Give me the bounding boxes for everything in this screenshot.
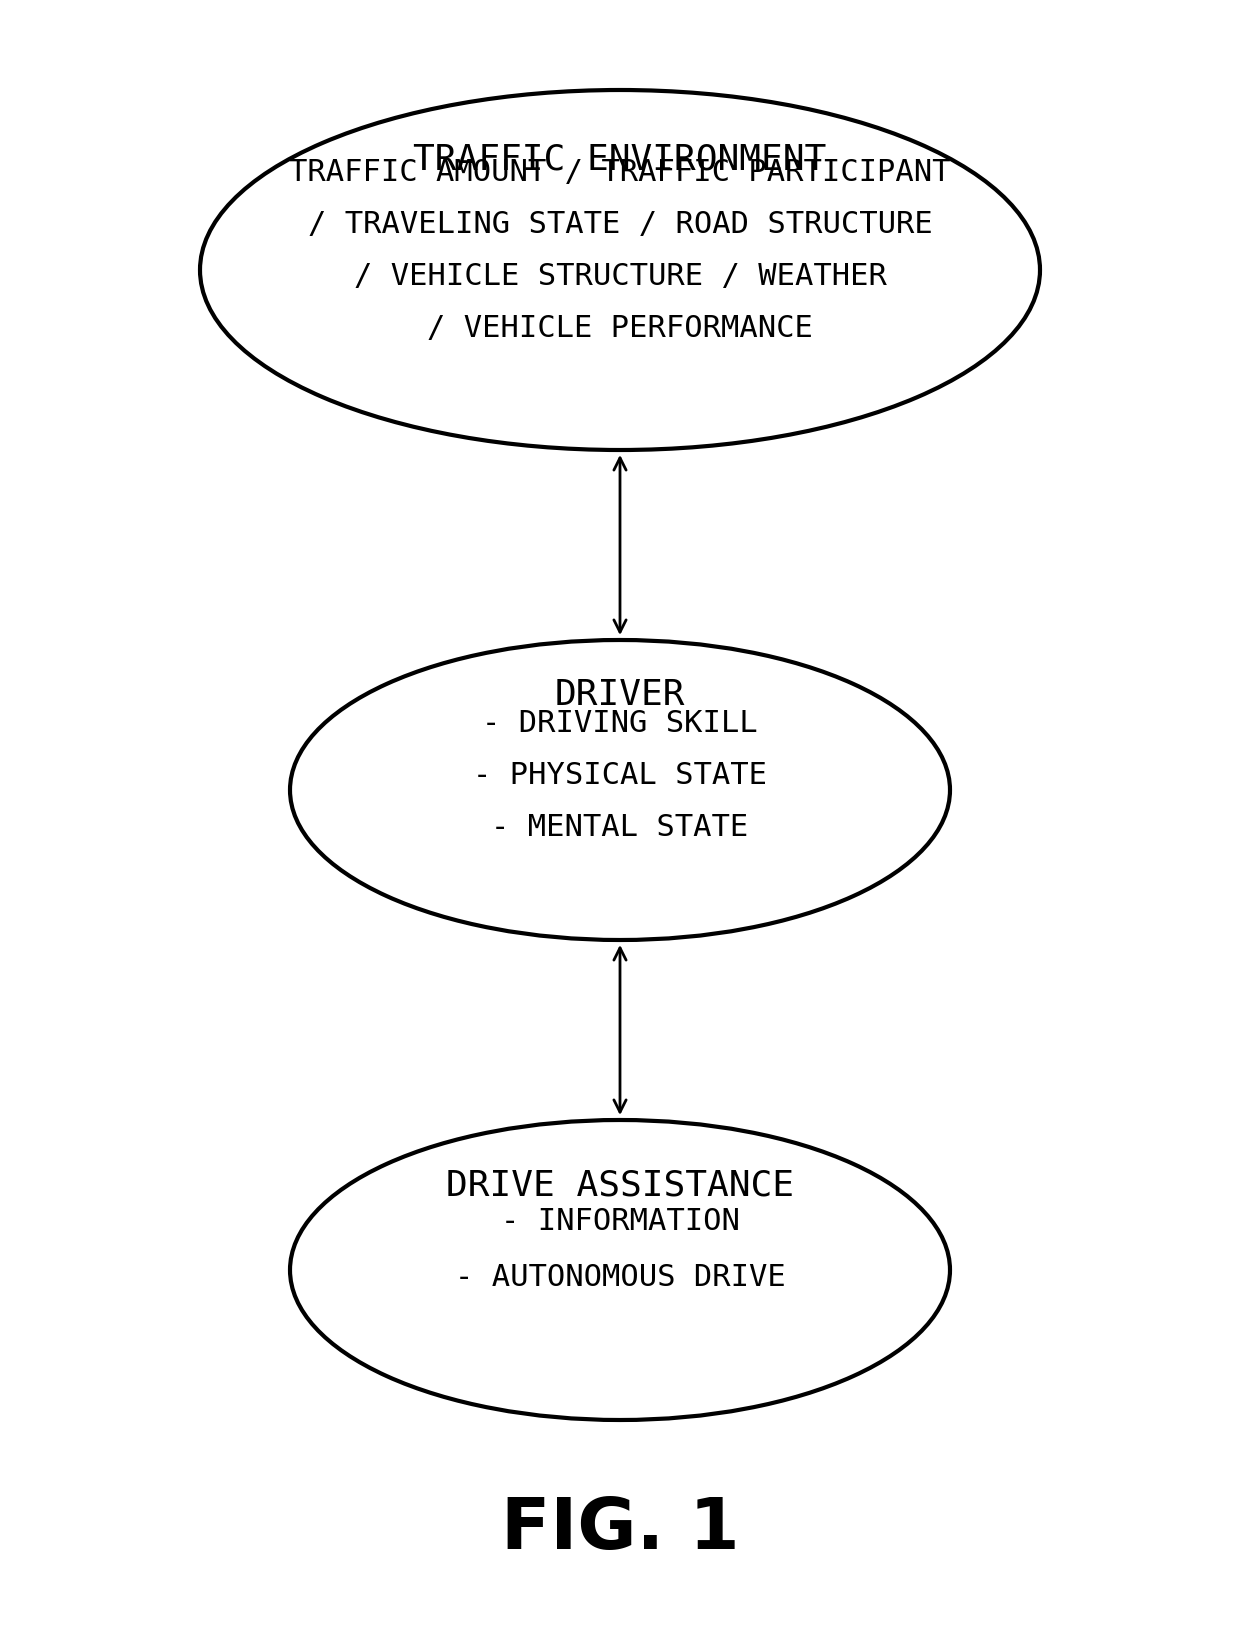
Text: - PHYSICAL STATE: - PHYSICAL STATE (472, 760, 768, 790)
Text: / VEHICLE PERFORMANCE: / VEHICLE PERFORMANCE (427, 313, 813, 342)
Text: / TRAVELING STATE / ROAD STRUCTURE: / TRAVELING STATE / ROAD STRUCTURE (308, 210, 932, 239)
Text: TRAFFIC ENVIRONMENT: TRAFFIC ENVIRONMENT (413, 143, 827, 177)
Text: TRAFFIC AMOUNT / TRAFFIC PARTICIPANT: TRAFFIC AMOUNT / TRAFFIC PARTICIPANT (289, 157, 951, 187)
Text: FIG. 1: FIG. 1 (501, 1495, 739, 1564)
Text: / VEHICLE STRUCTURE / WEATHER: / VEHICLE STRUCTURE / WEATHER (353, 262, 887, 290)
Text: - AUTONOMOUS DRIVE: - AUTONOMOUS DRIVE (455, 1263, 785, 1292)
Text: - INFORMATION: - INFORMATION (501, 1207, 739, 1237)
Text: - DRIVING SKILL: - DRIVING SKILL (482, 709, 758, 737)
Text: - MENTAL STATE: - MENTAL STATE (491, 812, 749, 842)
Text: DRIVER: DRIVER (554, 678, 686, 713)
Text: DRIVE ASSISTANCE: DRIVE ASSISTANCE (446, 1168, 794, 1202)
